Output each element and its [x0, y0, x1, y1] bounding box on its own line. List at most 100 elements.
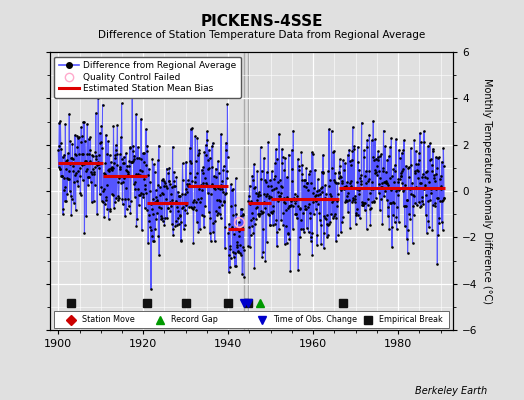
- Point: [397, 170, 405, 176]
- Point: [336, 173, 345, 179]
- Point: [369, 199, 378, 206]
- Point: [334, 175, 343, 181]
- Point: [389, 166, 398, 172]
- Point: [173, 208, 182, 214]
- Point: [227, 202, 235, 209]
- Point: [417, 180, 425, 186]
- Point: [216, 215, 225, 222]
- Point: [135, 202, 143, 208]
- Point: [252, 205, 260, 211]
- Point: [376, 175, 385, 182]
- Point: [429, 146, 437, 152]
- Point: [413, 166, 421, 173]
- Point: [198, 166, 206, 173]
- Point: [314, 196, 323, 202]
- Point: [342, 197, 350, 204]
- Point: [224, 153, 232, 160]
- Point: [184, 180, 193, 187]
- Point: [145, 166, 153, 172]
- Point: [156, 192, 165, 198]
- FancyBboxPatch shape: [54, 311, 449, 328]
- Point: [136, 167, 144, 173]
- Point: [322, 212, 331, 219]
- Point: [267, 183, 276, 190]
- Point: [116, 172, 125, 179]
- Point: [217, 202, 226, 208]
- Point: [121, 195, 129, 202]
- Point: [137, 156, 146, 162]
- Point: [54, 164, 63, 170]
- Point: [56, 166, 64, 173]
- Point: [399, 147, 408, 153]
- Point: [92, 153, 101, 160]
- Point: [408, 240, 417, 246]
- Point: [182, 202, 191, 209]
- Point: [162, 200, 170, 206]
- Point: [66, 160, 74, 167]
- Point: [71, 151, 80, 157]
- Point: [230, 254, 238, 260]
- Point: [58, 154, 67, 160]
- Point: [126, 210, 135, 216]
- Point: [272, 216, 280, 223]
- Point: [428, 162, 436, 168]
- Point: [310, 210, 318, 217]
- Point: [236, 241, 244, 248]
- Point: [78, 133, 86, 140]
- Point: [419, 171, 427, 178]
- Point: [245, 192, 253, 199]
- Point: [342, 196, 351, 203]
- Point: [335, 156, 344, 163]
- Point: [124, 196, 132, 203]
- Point: [177, 237, 185, 243]
- Point: [313, 242, 321, 248]
- Point: [390, 200, 398, 206]
- Point: [395, 187, 403, 194]
- Point: [164, 170, 172, 176]
- Point: [404, 227, 412, 234]
- Point: [358, 202, 366, 208]
- Point: [330, 148, 338, 154]
- Point: [380, 178, 389, 185]
- Point: [121, 175, 129, 181]
- Point: [350, 146, 358, 153]
- Point: [427, 156, 435, 163]
- Point: [367, 137, 376, 144]
- Point: [140, 150, 148, 156]
- Point: [134, 144, 142, 150]
- Point: [329, 149, 337, 155]
- Point: [199, 180, 207, 186]
- Text: PICKENS-4SSE: PICKENS-4SSE: [201, 14, 323, 29]
- Point: [152, 215, 160, 222]
- Point: [130, 193, 139, 200]
- Point: [320, 212, 329, 219]
- Point: [289, 225, 297, 232]
- Point: [279, 222, 288, 229]
- Point: [405, 174, 413, 180]
- Point: [371, 170, 379, 176]
- Point: [339, 157, 347, 163]
- Point: [146, 179, 154, 185]
- Point: [409, 192, 417, 198]
- Point: [142, 126, 150, 132]
- Point: [63, 157, 71, 164]
- Point: [419, 200, 428, 207]
- Point: [263, 190, 271, 197]
- Point: [101, 201, 109, 208]
- Point: [104, 138, 112, 144]
- Point: [139, 194, 147, 200]
- Point: [387, 224, 396, 230]
- Point: [109, 192, 117, 198]
- Point: [88, 152, 96, 158]
- Point: [390, 219, 399, 226]
- Y-axis label: Monthly Temperature Anomaly Difference (°C): Monthly Temperature Anomaly Difference (…: [482, 78, 492, 304]
- Point: [234, 225, 242, 231]
- Point: [300, 202, 309, 209]
- Point: [122, 167, 130, 174]
- Point: [307, 237, 315, 244]
- Point: [213, 197, 221, 203]
- Point: [435, 198, 444, 204]
- Point: [228, 186, 236, 193]
- Point: [416, 203, 424, 210]
- Point: [277, 217, 286, 223]
